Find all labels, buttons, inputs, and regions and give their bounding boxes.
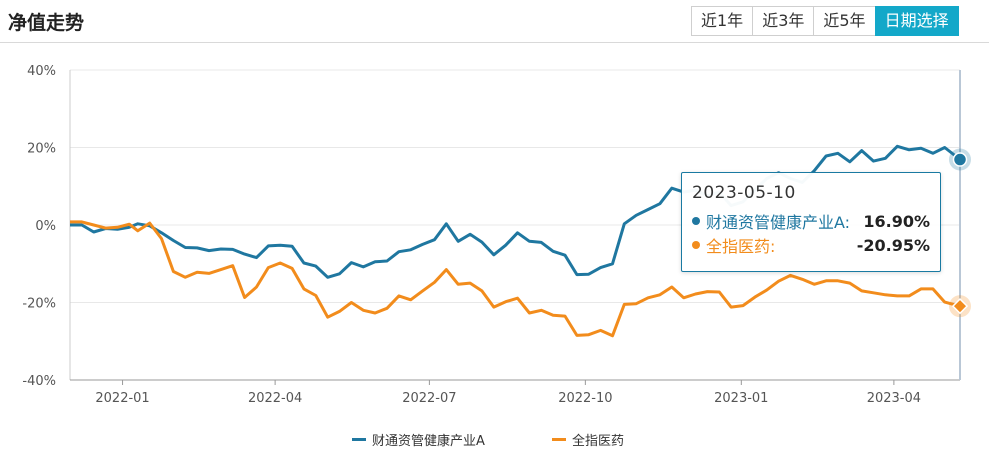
legend-fund-line-icon [352,438,366,441]
line-chart[interactable]: -40% -20% 0% 20% 40% 2022-01 2022-04 2022-07 202… [0,44,989,424]
range-tabs: 近1年 近3年 近5年 日期选择 [691,6,959,36]
x-tick-label: 2022-01 [95,391,149,406]
range-tab-1y[interactable]: 近1年 [691,6,754,36]
tooltip-index-dot-icon [692,241,700,249]
x-tick-label: 2023-01 [714,391,768,406]
index-hover-point [951,298,969,315]
tooltip-fund-value: 16.90% [863,211,930,231]
x-tick-label: 2023-04 [867,391,921,406]
tooltip-row-index: 全指医药: -20.95% [692,233,930,257]
x-tick-label: 2022-10 [558,391,612,406]
page-title: 净值走势 [8,12,85,34]
range-tab-5y[interactable]: 近5年 [813,6,876,36]
fund-hover-point [952,152,968,167]
chart-tooltip: 2023-05-10 财通资管健康产业A: 16.90% 全指医药: -20.9… [681,172,941,272]
range-tab-3y[interactable]: 近3年 [752,6,815,36]
legend-index-line-icon [552,438,566,441]
legend-item-index[interactable]: 全指医药 [552,430,624,449]
tooltip-index-name: 全指医药: [706,237,776,256]
y-tick-label: 20% [27,142,56,157]
tooltip-fund-dot-icon [692,217,700,225]
tooltip-fund-name: 财通资管健康产业A: [706,213,851,232]
y-tick-label: -40% [22,374,56,389]
legend-fund-label: 财通资管健康产业A [372,434,485,449]
y-tick-label: -20% [22,297,56,312]
range-tab-date-select[interactable]: 日期选择 [874,6,959,36]
index-series-line [70,220,961,338]
x-tick-label: 2022-07 [402,391,456,406]
x-tick-label: 2022-04 [248,391,302,406]
tooltip-row-fund: 财通资管健康产业A: 16.90% [692,209,930,233]
y-tick-label: 40% [27,64,56,79]
tooltip-index-value: -20.95% [856,235,930,255]
tooltip-date: 2023-05-10 [692,183,796,203]
header: 净值走势 近1年 近3年 近5年 日期选择 [0,0,989,43]
legend-item-fund[interactable]: 财通资管健康产业A [352,430,485,449]
legend-index-label: 全指医药 [572,434,625,449]
y-tick-label: 0% [35,219,56,234]
